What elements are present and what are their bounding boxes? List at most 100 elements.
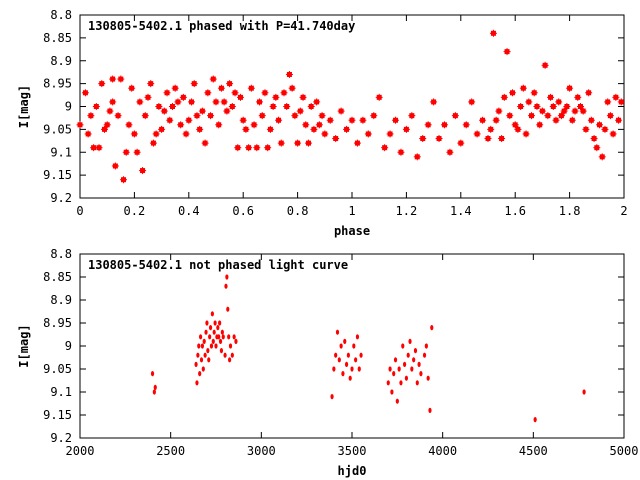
data-point xyxy=(114,112,122,120)
data-point xyxy=(193,112,201,120)
x-tick-label: 2500 xyxy=(156,444,185,458)
data-point xyxy=(155,103,163,110)
data-point xyxy=(264,144,272,152)
y-tick-label: 9.05 xyxy=(43,122,72,136)
data-point xyxy=(506,112,514,120)
data-point xyxy=(593,144,601,152)
data-point xyxy=(190,80,198,88)
y-axis-label: I[mag] xyxy=(17,324,31,367)
data-point xyxy=(544,112,552,120)
data-point xyxy=(406,352,410,358)
data-point xyxy=(215,121,223,129)
data-point xyxy=(84,130,92,138)
data-point xyxy=(410,366,414,372)
data-point xyxy=(198,107,206,115)
data-point xyxy=(381,144,389,152)
data-point xyxy=(522,130,530,138)
data-point xyxy=(530,89,538,97)
data-point xyxy=(277,139,285,147)
data-point xyxy=(388,366,392,372)
data-point xyxy=(256,98,264,106)
data-point xyxy=(408,112,416,120)
data-point xyxy=(337,107,345,115)
data-point xyxy=(205,320,209,326)
data-point xyxy=(511,121,519,129)
x-axis-label: phase xyxy=(334,224,370,238)
data-point xyxy=(185,116,193,124)
data-point xyxy=(397,148,405,156)
data-point xyxy=(128,84,136,92)
data-point xyxy=(357,366,361,372)
data-point xyxy=(208,334,212,340)
x-tick-label: 0.4 xyxy=(178,204,200,218)
data-point xyxy=(596,121,604,129)
data-point xyxy=(392,116,400,124)
data-point xyxy=(321,130,329,138)
data-point xyxy=(258,112,266,120)
data-point xyxy=(130,130,138,138)
y-tick-label: 9.1 xyxy=(50,385,72,399)
x-tick-label: 1.8 xyxy=(559,204,581,218)
data-point xyxy=(346,352,350,358)
data-point xyxy=(182,130,190,138)
chart-title: 130805-5402.1 phased with P=41.740day xyxy=(88,19,355,33)
data-point xyxy=(103,121,111,129)
data-point xyxy=(435,135,443,143)
x-tick-label: 1 xyxy=(348,204,355,218)
data-point xyxy=(275,116,283,124)
data-point xyxy=(253,144,261,152)
data-point xyxy=(609,130,617,138)
data-point xyxy=(217,84,225,92)
x-tick-label: 4500 xyxy=(519,444,548,458)
data-point xyxy=(261,89,269,97)
x-tick-label: 0.6 xyxy=(232,204,254,218)
x-tick-label: 2000 xyxy=(66,444,95,458)
data-point xyxy=(332,366,336,372)
data-point xyxy=(313,98,321,106)
x-tick-label: 5000 xyxy=(610,444,639,458)
data-point xyxy=(201,366,205,372)
data-point xyxy=(566,84,574,92)
data-point xyxy=(201,139,209,147)
data-point xyxy=(230,352,234,358)
data-point xyxy=(468,98,476,106)
x-tick-label: 4000 xyxy=(428,444,457,458)
y-tick-label: 9.2 xyxy=(50,191,72,205)
data-point xyxy=(354,357,358,363)
data-point xyxy=(149,139,157,147)
x-tick-label: 0.8 xyxy=(287,204,309,218)
data-point xyxy=(202,338,206,344)
data-point xyxy=(203,352,207,358)
data-point xyxy=(212,329,216,335)
data-point xyxy=(122,148,130,156)
data-point xyxy=(399,380,403,386)
data-point xyxy=(446,148,454,156)
data-point xyxy=(503,48,511,56)
data-point xyxy=(555,98,563,106)
data-point xyxy=(582,125,590,133)
data-point xyxy=(408,338,412,344)
data-point xyxy=(457,139,465,147)
x-axis-label: hjd0 xyxy=(338,464,367,478)
y-tick-label: 8.85 xyxy=(43,270,72,284)
data-point xyxy=(615,116,623,124)
data-point xyxy=(528,112,536,120)
data-point xyxy=(95,144,103,152)
data-point xyxy=(541,61,549,69)
chart-panel-1: 8.8 8.85 8.9 8.95 9 9.05 9.1 9.15 9.2 0 0.2 0.4 0.6 0… xyxy=(17,8,628,238)
data-point xyxy=(318,112,326,120)
x-tick-label: 1.2 xyxy=(396,204,418,218)
data-point xyxy=(473,130,481,138)
data-point xyxy=(359,116,367,124)
data-point xyxy=(598,153,606,161)
data-point xyxy=(288,84,296,92)
data-point xyxy=(166,116,174,124)
data-point xyxy=(390,389,394,395)
data-point xyxy=(212,98,220,106)
data-point xyxy=(498,135,506,143)
data-point xyxy=(216,325,220,331)
data-point xyxy=(194,361,198,367)
data-point xyxy=(440,121,448,129)
y-tick-label: 9 xyxy=(65,100,72,114)
